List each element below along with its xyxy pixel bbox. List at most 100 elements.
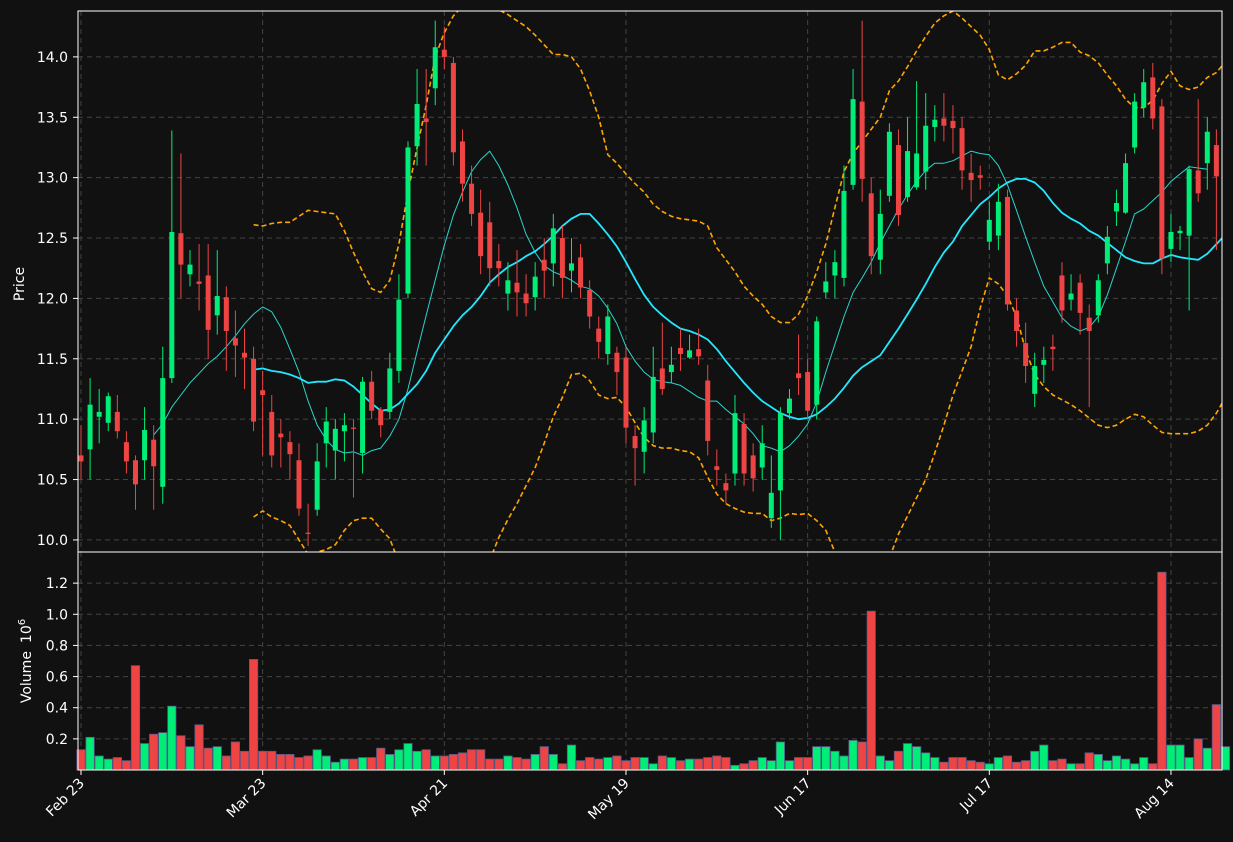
candle-body xyxy=(278,433,284,438)
candle xyxy=(350,419,356,498)
volume-bar xyxy=(857,741,867,771)
candle-body xyxy=(596,328,602,342)
volume-bar xyxy=(94,755,104,771)
candle-body xyxy=(687,350,693,358)
volume-bar xyxy=(530,754,540,771)
volume-bar xyxy=(848,740,858,771)
candle-body xyxy=(323,421,329,444)
volume-bar xyxy=(149,733,159,771)
candle xyxy=(450,56,456,166)
volume-bar xyxy=(476,749,486,771)
candle-body xyxy=(187,264,193,275)
candle xyxy=(1186,165,1192,311)
volume-bar xyxy=(285,754,295,771)
candle-body xyxy=(487,222,493,269)
candle-body xyxy=(114,411,120,432)
candle-body xyxy=(178,233,184,265)
volume-bar xyxy=(630,757,640,771)
candle-body xyxy=(1059,275,1065,311)
candle-body xyxy=(886,131,892,196)
volume-bar xyxy=(557,763,567,771)
candle xyxy=(687,334,693,359)
volume-bar xyxy=(394,749,404,771)
volume-bar xyxy=(1139,757,1149,771)
candle xyxy=(296,443,302,516)
candle-body xyxy=(341,425,347,432)
candle-body xyxy=(986,219,992,242)
price-tick-label: 14.0 xyxy=(37,50,68,66)
volume-bar xyxy=(821,746,831,771)
candle-body xyxy=(850,99,856,185)
candle xyxy=(260,370,266,456)
candle-body xyxy=(941,118,947,126)
candle xyxy=(514,250,520,317)
candle xyxy=(1077,274,1083,335)
candle xyxy=(923,93,929,190)
volume-axis-exponent: 6 xyxy=(17,619,28,625)
candle xyxy=(314,443,320,516)
price-tick-label: 11.0 xyxy=(37,412,68,428)
candle-body xyxy=(251,358,257,422)
volume-bar xyxy=(448,754,458,771)
candle xyxy=(578,244,584,299)
volume-bar xyxy=(721,757,731,771)
candle-body xyxy=(578,257,584,288)
candle xyxy=(87,378,93,480)
candle-body xyxy=(405,147,411,294)
volume-bar xyxy=(258,750,268,771)
candle xyxy=(759,425,765,480)
candle xyxy=(677,328,683,371)
candle-body xyxy=(814,321,820,405)
candle xyxy=(550,213,556,287)
candle xyxy=(559,225,565,299)
candle-body xyxy=(260,390,266,396)
volume-bar xyxy=(294,757,304,771)
volume-tick-label: 0.8 xyxy=(46,638,68,654)
candle-body xyxy=(314,461,320,510)
candle-body xyxy=(650,376,656,433)
volume-bar xyxy=(1111,755,1122,771)
candle-body xyxy=(287,442,293,455)
volume-bar xyxy=(212,746,222,771)
volume-bar xyxy=(230,741,240,771)
volume-bar xyxy=(267,750,277,771)
candle xyxy=(877,189,883,275)
candle xyxy=(1168,213,1174,263)
volume-bar xyxy=(621,760,631,771)
candle-body xyxy=(1032,366,1038,394)
candle xyxy=(1213,129,1219,251)
candle-body xyxy=(668,364,674,373)
candle xyxy=(568,238,574,293)
candle xyxy=(178,153,184,299)
candle xyxy=(850,68,856,190)
candle-body xyxy=(777,413,783,491)
price-tick-label: 12.0 xyxy=(37,291,68,307)
candle-body xyxy=(1204,131,1210,164)
candle xyxy=(777,407,783,540)
volume-axis-label-text: Volume xyxy=(19,651,35,703)
candle xyxy=(396,274,402,383)
candle xyxy=(859,20,865,202)
candle xyxy=(1150,62,1156,130)
candle-body xyxy=(432,47,438,89)
candle xyxy=(1050,334,1056,371)
volume-bar xyxy=(694,758,704,771)
candle xyxy=(142,407,148,480)
candle xyxy=(932,105,938,142)
volume-bar xyxy=(657,755,667,771)
volume-bar xyxy=(1093,754,1103,771)
volume-bar xyxy=(730,764,740,771)
candle xyxy=(1177,225,1183,251)
candle-body xyxy=(550,228,556,264)
candle xyxy=(469,165,475,226)
candle-body xyxy=(441,49,447,57)
candle xyxy=(1041,346,1047,383)
candle-body xyxy=(1104,236,1110,264)
candle-body xyxy=(1014,310,1020,332)
volume-bar xyxy=(1057,758,1067,771)
volume-bar xyxy=(1048,760,1058,771)
volume-bar xyxy=(594,758,604,771)
volume-bar xyxy=(103,758,113,771)
candle xyxy=(1132,93,1138,154)
candle xyxy=(459,129,465,202)
